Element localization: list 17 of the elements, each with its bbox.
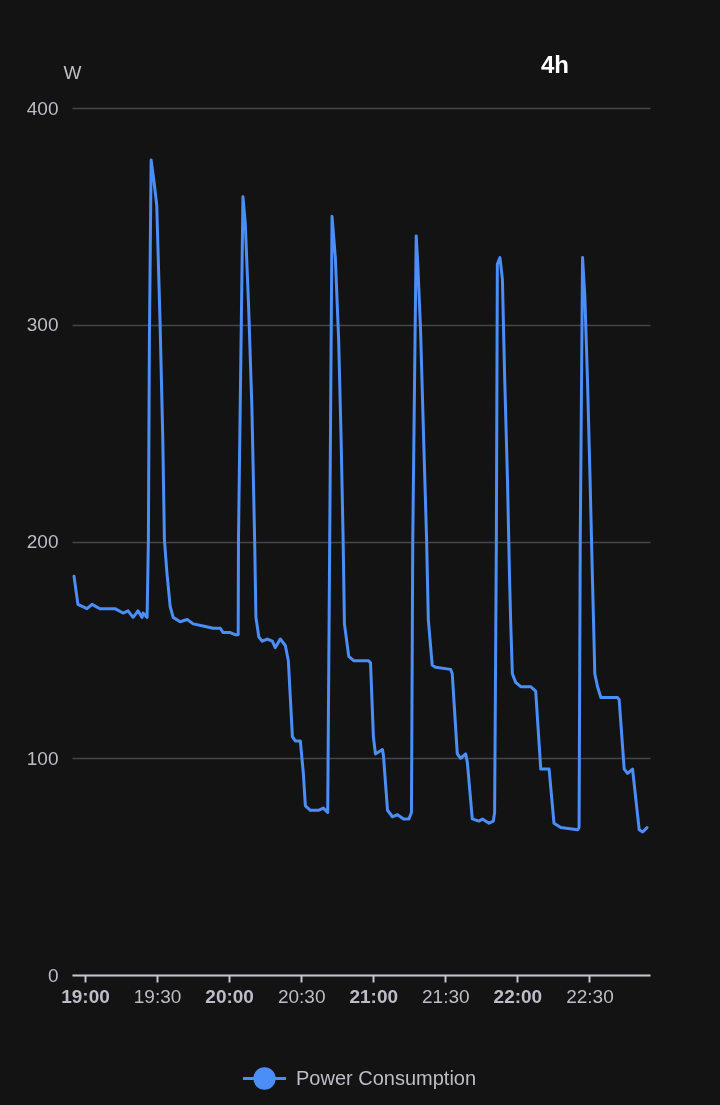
y-axis-title: W [63, 61, 82, 83]
y-tick-label: 400 [26, 97, 59, 119]
x-tick-label: 20:00 [205, 985, 254, 1007]
x-tick-label: 21:30 [422, 985, 470, 1007]
x-tick-label: 22:30 [566, 985, 614, 1007]
line-series [72, 158, 649, 834]
x-tick-label: 20:30 [277, 985, 326, 1007]
y-tick-label: 300 [26, 314, 59, 336]
x-tick-label: 22:00 [493, 985, 543, 1007]
y-tick-label: 0 [47, 964, 59, 986]
text: 4h [540, 51, 570, 78]
y-tick-label: 100 [26, 747, 59, 769]
x-tick-label: 19:00 [61, 985, 110, 1007]
legend-label: Power Consumption [296, 1066, 477, 1089]
y-tick-label: 200 [26, 531, 59, 552]
x-tick-label: 21:00 [349, 985, 399, 1007]
x-tick-label: 19:30 [133, 985, 182, 1007]
